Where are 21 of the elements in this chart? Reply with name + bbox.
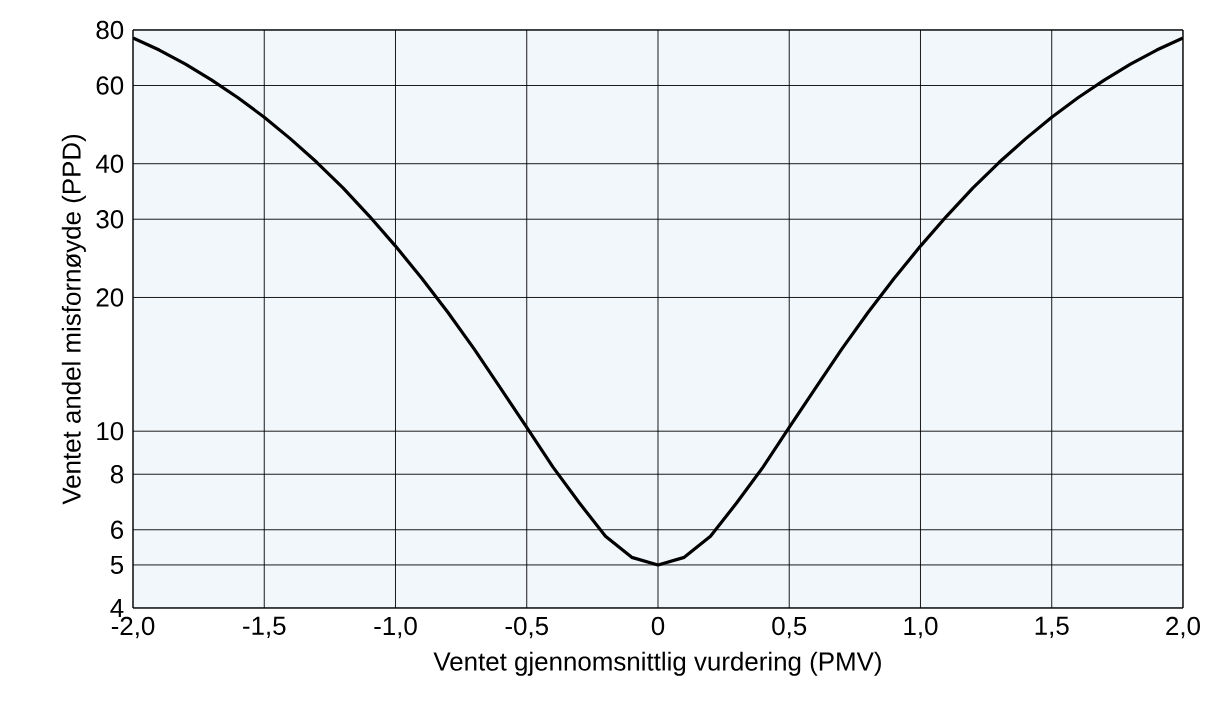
y-tick-label: 30 [96, 210, 124, 229]
x-tick-label: 2,0 [1166, 616, 1200, 639]
y-tick-label: 5 [110, 555, 124, 574]
x-axis-title: Ventet gjennomsnittlig vurdering (PMV) [433, 651, 881, 676]
y-axis-title: Ventet andel misfornøyde (PPD) [61, 134, 86, 505]
y-tick-label: 8 [110, 465, 124, 484]
x-tick-label: 0 [651, 616, 665, 636]
y-tick-label: 10 [97, 422, 124, 441]
x-tick-label: -0,5 [505, 616, 548, 639]
y-tick-label: 80 [96, 20, 124, 40]
y-tick-label: 20 [96, 288, 124, 307]
y-tick-label: 4 [110, 599, 124, 617]
x-tick-label: -1,0 [374, 616, 417, 639]
y-tick-label: 60 [96, 76, 124, 95]
y-tick-label: 40 [95, 154, 124, 173]
x-tick-label: -2,0 [111, 616, 155, 639]
x-tick-label: 1,0 [904, 616, 938, 639]
y-tick-label: 6 [111, 520, 124, 539]
x-tick-label: 0,5 [772, 616, 807, 639]
x-tick-label: 1,5 [1035, 616, 1069, 638]
x-tick-label: -1,5 [243, 616, 286, 638]
